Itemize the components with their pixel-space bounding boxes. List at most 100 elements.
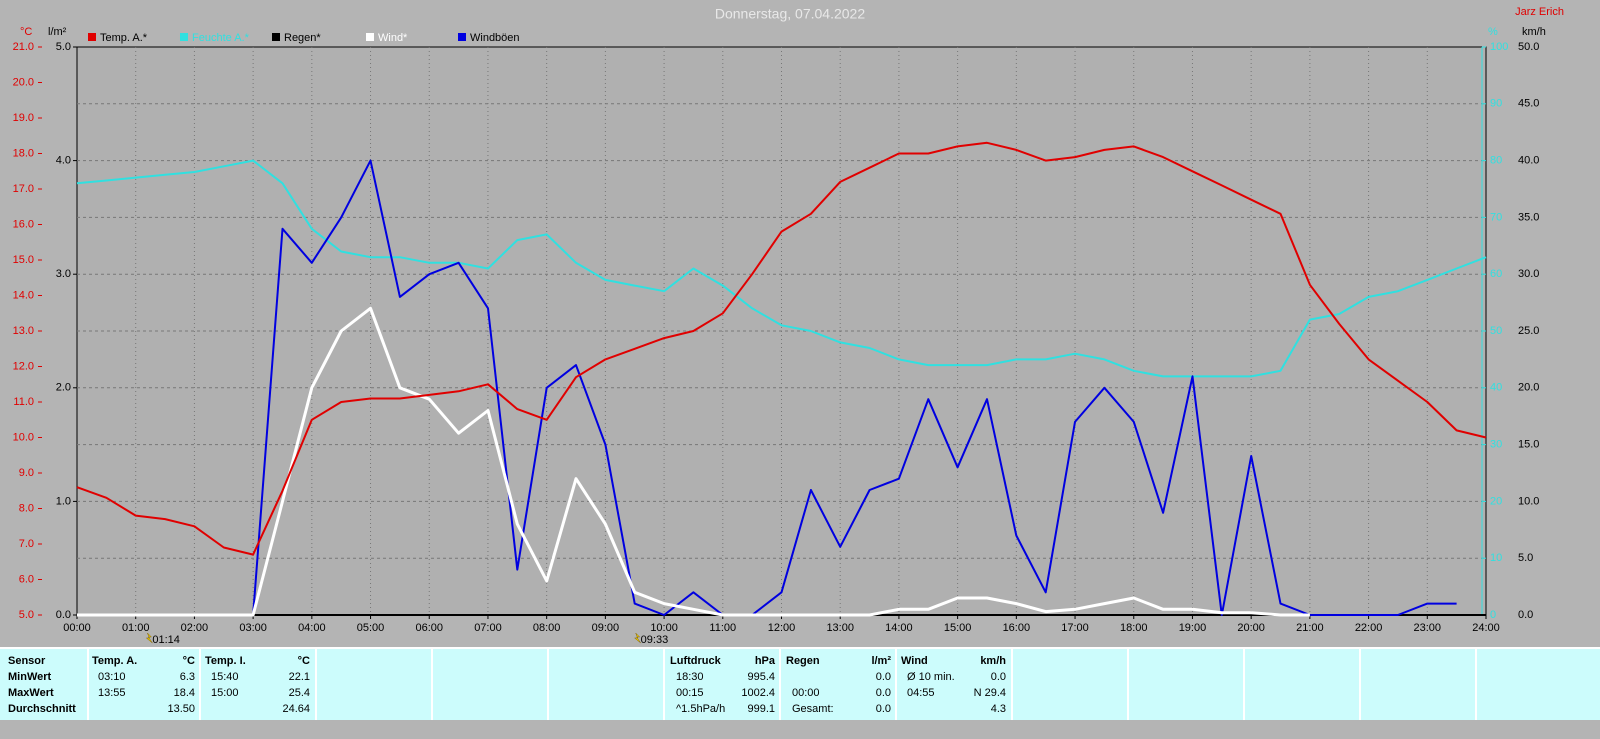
table-time: 04:55: [907, 687, 935, 699]
table-header: Luftdruck: [670, 655, 722, 667]
table-value: 6.3: [180, 671, 195, 683]
x-tick-label: 15:00: [944, 622, 972, 634]
stats-table-bg: [0, 648, 1600, 720]
x-tick-label: 11:00: [709, 622, 736, 634]
table-unit: °C: [183, 655, 195, 667]
y4-tick-label: 15.0: [1518, 439, 1539, 451]
y3-tick-label: 1.0: [56, 495, 71, 507]
x-tick-label: 07:00: [474, 622, 502, 634]
x-tick-label: 01:00: [122, 622, 150, 634]
legend-swatch: [366, 33, 374, 41]
x-tick-label: 14:00: [885, 622, 913, 634]
y3-tick-label: 0.0: [56, 609, 71, 621]
y-tick-label: 11.0: [13, 396, 34, 408]
x-tick-label: 19:00: [1179, 622, 1207, 634]
y4-tick-label: 35.0: [1518, 211, 1539, 223]
y3-axis-label: l/m²: [48, 26, 67, 38]
legend-label: Windböen: [470, 32, 520, 44]
annotation-label: 01:14: [152, 634, 180, 646]
y-tick-label: 21.0: [13, 41, 34, 53]
table-value: 13.50: [167, 703, 195, 715]
x-tick-label: 24:00: [1472, 622, 1500, 634]
table-time: 00:15: [676, 687, 704, 699]
y-tick-label: 6.0: [19, 573, 34, 585]
table-time: 18:30: [676, 671, 704, 683]
table-value: 0.0: [876, 703, 891, 715]
legend-label: Feuchte A.*: [192, 32, 250, 44]
legend-swatch: [88, 33, 96, 41]
x-tick-label: 23:00: [1414, 622, 1442, 634]
table-value: 0.0: [991, 671, 1006, 683]
legend-swatch: [272, 33, 280, 41]
x-tick-label: 12:00: [768, 622, 796, 634]
y-tick-label: 20.0: [13, 76, 34, 88]
y2-tick-label: 80: [1490, 155, 1502, 167]
y3-tick-label: 2.0: [56, 382, 71, 394]
table-value: 24.64: [282, 703, 310, 715]
y4-tick-label: 0.0: [1518, 609, 1533, 621]
table-unit: l/m²: [871, 655, 891, 667]
x-tick-label: 08:00: [533, 622, 561, 634]
x-tick-label: 03:00: [239, 622, 267, 634]
table-time: 00:00: [792, 687, 820, 699]
series-line: [77, 159, 1457, 616]
table-value: 999.1: [747, 703, 775, 715]
table-header: Wind: [901, 655, 928, 667]
legend-label: Wind*: [378, 32, 408, 44]
y-tick-label: 18.0: [13, 147, 34, 159]
x-tick-label: 10:00: [650, 622, 678, 634]
table-value: 995.4: [747, 671, 775, 683]
y2-tick-label: 100: [1490, 41, 1508, 53]
y-tick-label: 15.0: [13, 254, 34, 266]
y2-tick-label: 20: [1490, 495, 1502, 507]
table-time: 03:10: [98, 671, 126, 683]
y-tick-label: 7.0: [19, 538, 34, 550]
table-time: Gesamt:: [792, 703, 834, 715]
y2-tick-label: 40: [1490, 382, 1502, 394]
table-header: Temp. I.: [205, 655, 246, 667]
x-tick-label: 06:00: [415, 622, 443, 634]
row-label: Durchschnitt: [8, 703, 76, 715]
table-time: Ø 10 min.: [907, 671, 955, 683]
y3-tick-label: 3.0: [56, 268, 71, 280]
y-tick-label: 8.0: [19, 502, 34, 514]
y4-axis-label: km/h: [1522, 26, 1546, 38]
annotation-label: 09:33: [641, 634, 669, 646]
table-value: 0.0: [876, 687, 891, 699]
y4-tick-label: 30.0: [1518, 268, 1539, 280]
y4-tick-label: 5.0: [1518, 552, 1533, 564]
annotation-icon: [633, 632, 641, 644]
y4-tick-label: 45.0: [1518, 98, 1539, 110]
table-value: N 29.4: [974, 687, 1006, 699]
y-tick-label: 5.0: [19, 609, 34, 621]
x-tick-label: 20:00: [1237, 622, 1265, 634]
table-time: 15:00: [211, 687, 239, 699]
y2-tick-label: 60: [1490, 268, 1502, 280]
y-tick-label: 13.0: [13, 325, 34, 337]
x-tick-label: 02:00: [181, 622, 209, 634]
table-value: 25.4: [289, 687, 310, 699]
y2-axis-label: %: [1488, 26, 1498, 38]
table-value: 0.0: [876, 671, 891, 683]
table-time: 13:55: [98, 687, 126, 699]
table-header: Regen: [786, 655, 820, 667]
legend-label: Temp. A.*: [100, 32, 148, 44]
annotation-icon: [145, 632, 153, 644]
y2-tick-label: 70: [1490, 211, 1502, 223]
y3-tick-label: 5.0: [56, 41, 71, 53]
y4-tick-label: 25.0: [1518, 325, 1539, 337]
y-tick-label: 17.0: [13, 183, 34, 195]
table-value: 4.3: [991, 703, 1006, 715]
x-tick-label: 21:00: [1296, 622, 1324, 634]
legend-swatch: [180, 33, 188, 41]
x-tick-label: 17:00: [1061, 622, 1089, 634]
y2-tick-label: 90: [1490, 98, 1502, 110]
y2-tick-label: 0: [1490, 609, 1496, 621]
x-tick-label: 18:00: [1120, 622, 1148, 634]
y-axis-label: °C: [20, 26, 32, 38]
x-tick-label: 09:00: [592, 622, 620, 634]
row-label: Sensor: [8, 655, 46, 667]
x-tick-label: 13:00: [826, 622, 854, 634]
y2-tick-label: 50: [1490, 325, 1502, 337]
legend-label: Regen*: [284, 32, 321, 44]
